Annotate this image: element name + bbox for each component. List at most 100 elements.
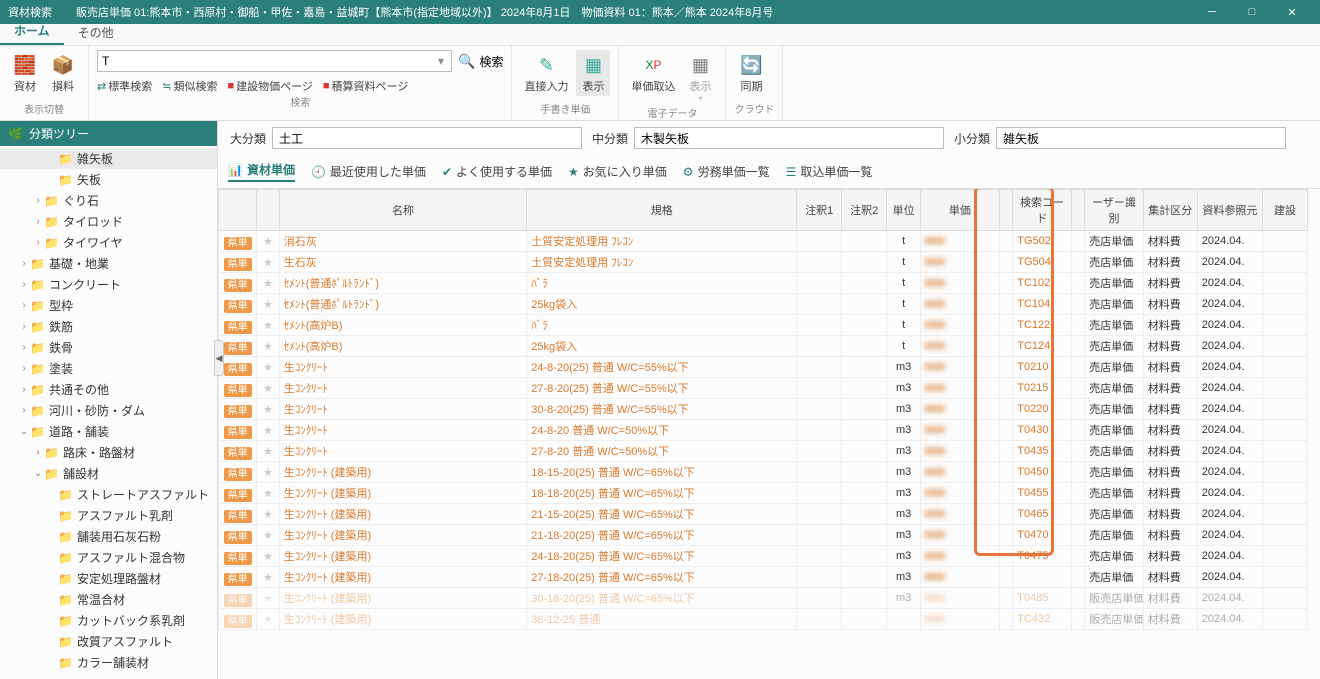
tree-item[interactable]: 📁舗装用石灰石粉 — [0, 526, 217, 547]
subtab-import[interactable]: ☰取込単価一覧 — [786, 161, 873, 182]
table-row[interactable]: 県単★ｾﾒﾝﾄ(普通ﾎﾟﾙﾄﾗﾝﾄﾞ)ﾊﾞﾗt■■■TC102売店単価材料費20… — [219, 273, 1308, 294]
tree-item[interactable]: ›📁塗装 — [0, 358, 217, 379]
table-row[interactable]: 県単★生石灰土質安定処理用 ﾌﾚｺﾝt■■■TG504売店単価材料費2024.0… — [219, 252, 1308, 273]
group-search-label: 検索 — [97, 94, 503, 109]
tree-item[interactable]: ›📁鉄筋 — [0, 316, 217, 337]
filter-l1-input[interactable] — [272, 127, 582, 149]
tabbar: ホーム その他 — [0, 24, 1320, 46]
collapse-handle[interactable]: ◀ — [214, 340, 224, 376]
context-text: 販売店単価 01:熊本市・西原村・御船・甲佐・嘉島・益城町【熊本市(指定地域以外… — [76, 4, 773, 20]
tree-item[interactable]: 📁ストレートアスファルト — [0, 484, 217, 505]
table-row[interactable]: 県単★生ｺﾝｸﾘｰﾄ (建築用)27-18-20(25) 普通 W/C=65%以… — [219, 567, 1308, 588]
column-header[interactable]: 単価 — [921, 190, 1000, 231]
tree-item[interactable]: 📁矢板 — [0, 169, 217, 190]
group-cloud-label: クラウド — [734, 101, 774, 116]
column-header[interactable]: 単位 — [887, 190, 921, 231]
tree-item[interactable]: ›📁コンクリート — [0, 274, 217, 295]
sync-button[interactable]: 🔄同期 — [734, 50, 768, 96]
column-header[interactable]: 名称 — [279, 190, 527, 231]
opt-similar[interactable]: ≒類似検索 — [162, 78, 217, 94]
opt-page[interactable]: ■建設物価ページ — [227, 78, 312, 94]
loss-button[interactable]: 📦損料 — [46, 50, 80, 96]
column-header[interactable]: 資料参照元 — [1197, 190, 1262, 231]
column-header[interactable]: ーザー識別 — [1085, 190, 1144, 231]
search-input[interactable] — [97, 50, 452, 72]
table-row[interactable]: 県単★ｾﾒﾝﾄ(高炉B)25kg袋入t■■■TC124売店単価材料費2024.0… — [219, 336, 1308, 357]
maximize-button[interactable]: □ — [1232, 6, 1272, 18]
tree-item[interactable]: 📁アスファルト混合物 — [0, 547, 217, 568]
tree-item[interactable]: ›📁鉄骨 — [0, 337, 217, 358]
ribbon: 🧱資材 📦損料 表示切替 ▾ 🔍 検索 ⇄標準検索 ≒類似検索 ■建設物価ページ… — [0, 46, 1320, 121]
dropdown-icon[interactable]: ▾ — [438, 54, 444, 68]
column-header[interactable]: 集計区分 — [1143, 190, 1197, 231]
tab-other[interactable]: その他 — [64, 20, 128, 45]
opt-standard[interactable]: ⇄標準検索 — [97, 78, 152, 94]
search-button[interactable]: 検索 — [479, 53, 503, 70]
filter-l2-input[interactable] — [634, 127, 944, 149]
display2-button[interactable]: ▦表示▾ — [683, 50, 717, 105]
tree-item[interactable]: 📁雑矢板 — [0, 148, 217, 169]
direct-input-button[interactable]: ✎直接入力 — [520, 50, 572, 96]
material-button[interactable]: 🧱資材 — [8, 50, 42, 96]
tree-item[interactable]: 📁アスファルト乳剤 — [0, 505, 217, 526]
tree-item[interactable]: 📁常温合材 — [0, 589, 217, 610]
column-header[interactable] — [1071, 190, 1085, 231]
table-row[interactable]: 県単★生ｺﾝｸﾘｰﾄ (建築用)21-18-20(25) 普通 W/C=65%以… — [219, 525, 1308, 546]
tree-item[interactable]: 📁カラー舗装材 — [0, 652, 217, 673]
subtab-favorite[interactable]: ★お気に入り単価 — [568, 161, 667, 182]
tree-item[interactable]: ›📁タイロッド — [0, 211, 217, 232]
tree-item[interactable]: 📁改質アスファルト — [0, 631, 217, 652]
minimize-button[interactable]: ─ — [1192, 6, 1232, 18]
table-row[interactable]: 県単★生ｺﾝｸﾘｰﾄ (建築用)24-18-20(25) 普通 W/C=65%以… — [219, 546, 1308, 567]
subtab-material[interactable]: 📊資材単価 — [228, 161, 295, 182]
table-row[interactable]: 県単★生ｺﾝｸﾘｰﾄ27-8-20 普通 W/C=50%以下m3■■■T0435… — [219, 441, 1308, 462]
column-header[interactable]: 注釈2 — [842, 190, 887, 231]
table-row[interactable]: 県単★生ｺﾝｸﾘｰﾄ30-8-20(25) 普通 W/C=55%以下m3■■■T… — [219, 399, 1308, 420]
close-button[interactable]: ✕ — [1272, 6, 1312, 19]
display-button[interactable]: ▦表示 — [576, 50, 610, 96]
table-row[interactable]: 県単★生ｺﾝｸﾘｰﾄ (建築用)18-15-20(25) 普通 W/C=65%以… — [219, 462, 1308, 483]
table-row[interactable]: 県単★生ｺﾝｸﾘｰﾄ (建築用)21-15-20(25) 普通 W/C=65%以… — [219, 504, 1308, 525]
tree-item[interactable]: 📁安定処理路盤材 — [0, 568, 217, 589]
table-row[interactable]: 県単★生ｺﾝｸﾘｰﾄ (建築用)36-12-25 普通■■■TC432販売店単価… — [219, 609, 1308, 630]
tree-item[interactable]: ›📁タイワイヤ — [0, 232, 217, 253]
opt-sekisan[interactable]: ■積算資料ページ — [323, 78, 408, 94]
table-row[interactable]: 県単★生ｺﾝｸﾘｰﾄ24-8-20(25) 普通 W/C=55%以下m3■■■T… — [219, 357, 1308, 378]
tree-item[interactable]: ›📁路床・路盤材 — [0, 442, 217, 463]
table-row[interactable]: 県単★生ｺﾝｸﾘｰﾄ (建築用)18-18-20(25) 普通 W/C=65%以… — [219, 483, 1308, 504]
subtab-recent[interactable]: 🕘最近使用した単価 — [311, 161, 426, 182]
table-row[interactable]: 県単★ｾﾒﾝﾄ(普通ﾎﾟﾙﾄﾗﾝﾄﾞ)25kg袋入t■■■TC104売店単価材料… — [219, 294, 1308, 315]
table-row[interactable]: 県単★消石灰土質安定処理用 ﾌﾚｺﾝt■■■TG502売店単価材料費2024.0… — [219, 231, 1308, 252]
sidebar-header: 🌿 分類ツリー — [0, 121, 217, 146]
subtab-frequent[interactable]: ✔よく使用する単価 — [442, 161, 552, 182]
column-header[interactable] — [219, 190, 257, 231]
tree-item[interactable]: ⌄📁舗設材 — [0, 463, 217, 484]
subtab-labor[interactable]: ⚙労務単価一覧 — [683, 161, 770, 182]
column-header[interactable]: 注釈1 — [797, 190, 842, 231]
group-view-label: 表示切替 — [8, 101, 80, 116]
column-header[interactable] — [257, 190, 280, 231]
table-row[interactable]: 県単★生ｺﾝｸﾘｰﾄ27-8-20(25) 普通 W/C=55%以下m3■■■T… — [219, 378, 1308, 399]
filter-l3-input[interactable] — [996, 127, 1286, 149]
tree-item[interactable]: ›📁ぐり石 — [0, 190, 217, 211]
tree-item[interactable]: ›📁河川・砂防・ダム — [0, 400, 217, 421]
tab-home[interactable]: ホーム — [0, 18, 64, 45]
import-button[interactable]: XP単価取込 — [627, 50, 679, 96]
filter-l3-label: 小分類 — [950, 130, 990, 147]
tree-item[interactable]: 📁カットバック系乳剤 — [0, 610, 217, 631]
table-row[interactable]: 県単★生ｺﾝｸﾘｰﾄ (建築用)30-18-20(25) 普通 W/C=65%以… — [219, 588, 1308, 609]
table-row[interactable]: 県単★ｾﾒﾝﾄ(高炉B)ﾊﾞﾗt■■■TC122売店単価材料費2024.04. — [219, 315, 1308, 336]
column-header[interactable]: 検索コード — [1013, 190, 1072, 231]
table-row[interactable]: 県単★生ｺﾝｸﾘｰﾄ24-8-20 普通 W/C=50%以下m3■■■T0430… — [219, 420, 1308, 441]
tree-item[interactable]: ›📁共通その他 — [0, 379, 217, 400]
search-icon[interactable]: 🔍 — [458, 53, 475, 70]
column-header[interactable] — [999, 190, 1013, 231]
group-edata-label: 電子データ — [627, 105, 717, 120]
tree-item[interactable]: ⌄📁道路・舗装 — [0, 421, 217, 442]
sidebar: 🌿 分類ツリー 📁雑矢板📁矢板›📁ぐり石›📁タイロッド›📁タイワイヤ›📁基礎・地… — [0, 121, 218, 679]
titlebar: 資材検索 販売店単価 01:熊本市・西原村・御船・甲佐・嘉島・益城町【熊本市(指… — [0, 0, 1320, 24]
column-header[interactable]: 建設 — [1263, 190, 1308, 231]
tree-item[interactable]: ›📁型枠 — [0, 295, 217, 316]
column-header[interactable]: 規格 — [527, 190, 797, 231]
tree-item[interactable]: ›📁基礎・地業 — [0, 253, 217, 274]
